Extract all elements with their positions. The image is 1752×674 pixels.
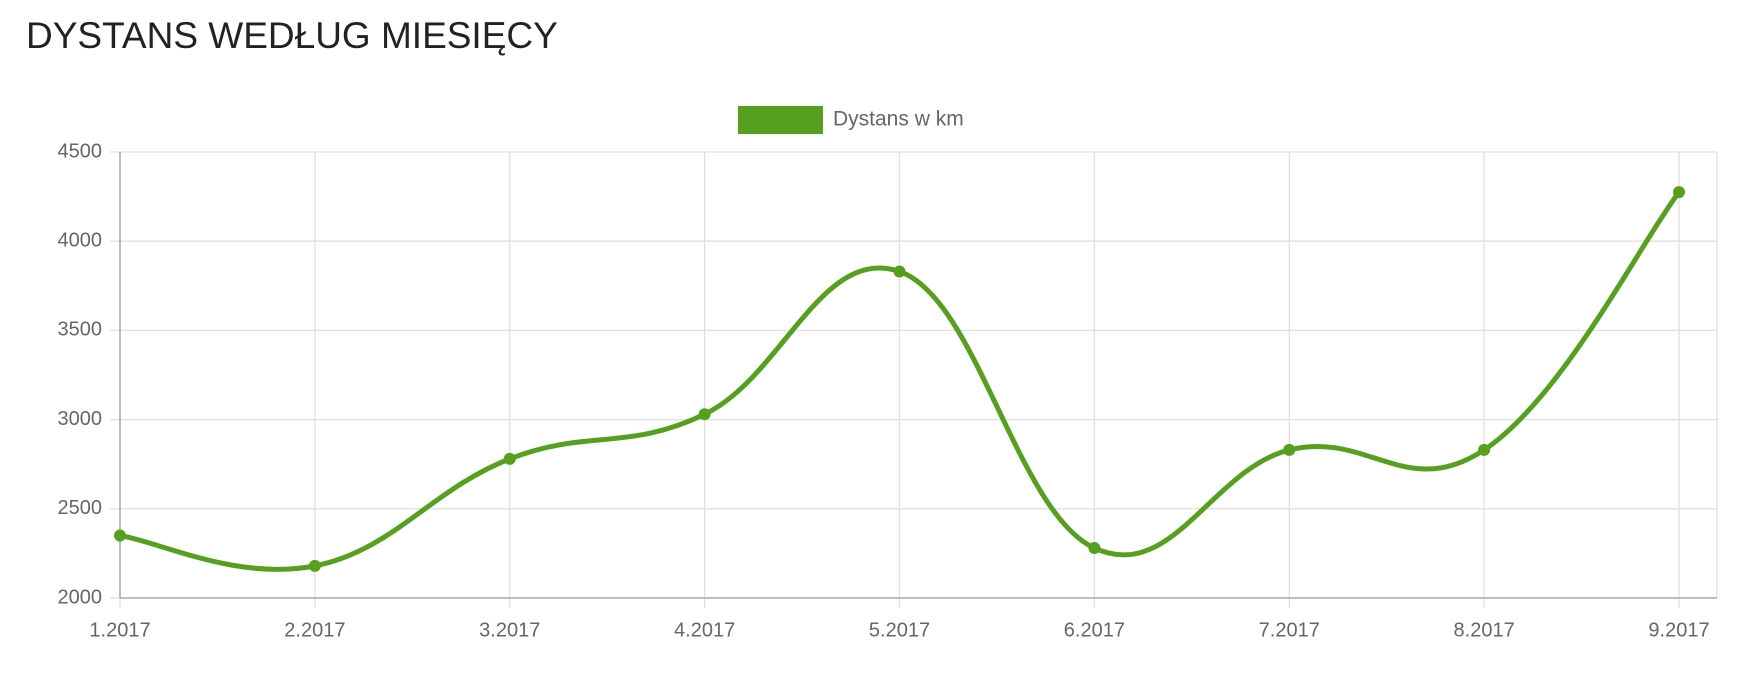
x-tick-label: 1.2017 — [89, 619, 150, 641]
x-tick-label: 5.2017 — [869, 619, 930, 641]
legend-swatch — [738, 106, 823, 134]
point — [308, 559, 321, 572]
x-tick-label: 2.2017 — [284, 619, 345, 641]
x-tick-label: 6.2017 — [1064, 619, 1125, 641]
x-tick-label: 4.2017 — [674, 619, 735, 641]
point — [114, 529, 126, 542]
y-tick-label: 4000 — [58, 229, 103, 251]
x-tick-label: 3.2017 — [479, 619, 540, 641]
point — [698, 408, 711, 421]
y-tick-label: 3500 — [58, 319, 103, 341]
y-tick-label: 2000 — [58, 586, 103, 608]
point — [1088, 542, 1101, 555]
x-tick-label: 9.2017 — [1648, 619, 1709, 641]
legend-label: Dystans w km — [833, 108, 964, 131]
x-tick-label: 7.2017 — [1259, 619, 1320, 641]
line — [119, 190, 1681, 572]
chart-title: DYSTANS WEDŁUG MIESIĘCY — [26, 15, 558, 56]
point — [1283, 443, 1296, 456]
point — [503, 452, 516, 465]
point — [1673, 186, 1685, 199]
y-tick-label: 2500 — [58, 497, 103, 519]
point — [1478, 443, 1491, 456]
point — [893, 265, 906, 278]
x-tick-label: 8.2017 — [1454, 619, 1515, 641]
y-tick-label: 3000 — [58, 408, 103, 430]
y-tick-label: 4500 — [58, 140, 103, 162]
